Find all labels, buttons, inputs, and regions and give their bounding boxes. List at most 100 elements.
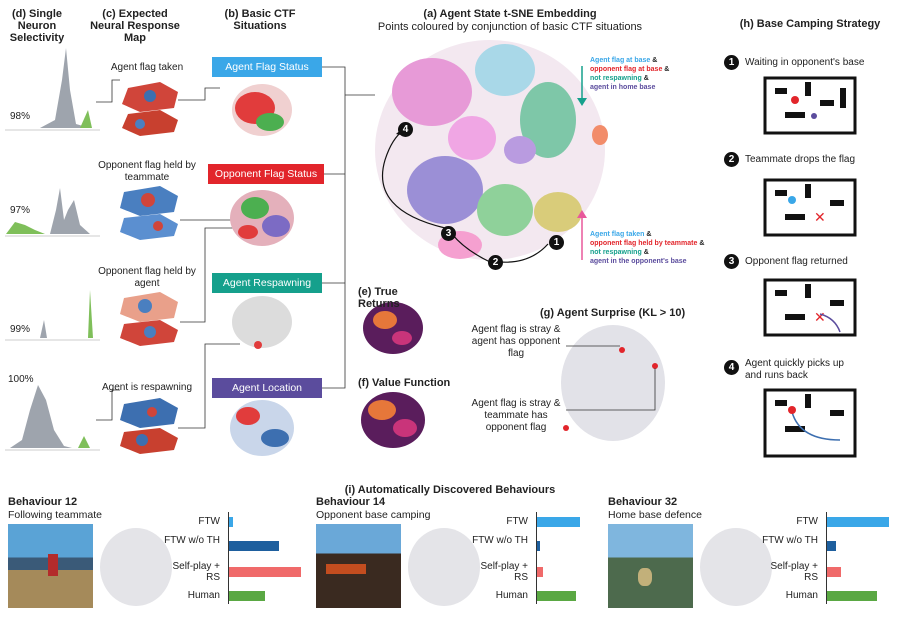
header-f: (f) Value Function <box>358 377 451 389</box>
path-step-4: 4 <box>398 122 413 137</box>
path-step-1: 1 <box>549 235 564 250</box>
neuron-1-percent: 98% <box>10 111 31 122</box>
legend-top-item-2: opponent flag at base & <box>590 66 670 73</box>
behaviour-2-axis <box>536 512 537 604</box>
behaviour-3-bar-label-4: Human <box>785 590 818 601</box>
behaviour-1-frame <box>8 524 93 608</box>
legend-top-item-4: agent in home base <box>590 84 656 91</box>
behaviour-1-bar-2 <box>229 541 279 551</box>
neuron-2-percent: 97% <box>10 205 31 216</box>
neuron-1-label: Agent flag taken <box>110 62 184 73</box>
legend-bottom-item-3: not respawning & <box>590 249 649 256</box>
behaviour-2-bar-3 <box>537 567 543 577</box>
histogram-4 <box>5 385 100 451</box>
surprise-label-1: Agent flag is stray & agent has opponent… <box>471 324 561 359</box>
histogram-3 <box>5 290 100 341</box>
behaviour-3-bar-2 <box>827 541 836 551</box>
legend-bottom-item-1: Agent flag taken & <box>590 231 652 238</box>
behaviour-2-bar-label-2: FTW w/o TH <box>472 535 528 546</box>
behaviour-1-axis <box>228 512 229 604</box>
situation-agent-location: Agent Location <box>212 378 322 398</box>
behaviour-1-bar-label-3: Self-play + RS <box>172 561 220 583</box>
scatter-value-function <box>361 392 425 448</box>
behaviour-panel-3: Behaviour 32 Home base defence <box>600 494 902 622</box>
header-a: (a) Agent State t-SNE Embedding <box>423 8 597 20</box>
camp-step-2-number: 2 <box>724 152 739 167</box>
neuron-4-percent: 100% <box>8 374 34 385</box>
behaviour-3-bar-label-3: Self-play + RS <box>770 561 818 583</box>
scatter-opponent-flag <box>230 190 294 246</box>
neuron-4-label: Agent is respawning <box>101 382 193 393</box>
header-h: (h) Base Camping Strategy <box>739 18 881 30</box>
legend-bottom-item-4: agent in the opponent's base <box>590 258 687 265</box>
behaviour-3-bar-label-2: FTW w/o TH <box>762 535 818 546</box>
legend-bottom: Agent flag taken & opponent flag held by… <box>590 230 715 266</box>
behaviour-2-frame <box>316 524 401 608</box>
response-map-1 <box>122 82 178 136</box>
behaviour-panel-2: Behaviour 14 Opponent base camping <box>308 494 608 622</box>
behaviour-3-bar-4 <box>827 591 877 601</box>
header-a-subtitle: Points coloured by conjunction of basic … <box>377 21 643 33</box>
header-e: (e) True Returns <box>358 286 400 310</box>
behaviour-3-frame <box>608 524 693 608</box>
situation-opponent-flag-status: Opponent Flag Status <box>208 164 324 184</box>
situation-agent-respawning: Agent Respawning <box>212 273 322 293</box>
header-d: (d) Single Neuron Selectivity <box>9 8 65 44</box>
header-g: (g) Agent Surprise (KL > 10) <box>540 307 686 319</box>
camping-map-1 <box>763 76 857 135</box>
behaviour-2-bar-label-1: FTW <box>506 516 528 527</box>
surprise-label-2: Agent flag is stray & teammate has oppon… <box>471 398 561 433</box>
behaviour-1-flag-icon <box>48 554 58 576</box>
header-c: (c) Expected Neural Response Map <box>90 8 180 44</box>
behaviour-2-base-icon <box>326 564 366 574</box>
behaviour-1-scatter <box>100 528 172 606</box>
behaviour-3-bar-label-1: FTW <box>796 516 818 527</box>
behaviour-2-subtitle: Opponent base camping <box>316 509 431 521</box>
legend-top-item-1: Agent flag at base & <box>590 57 658 64</box>
tsne-embedding <box>375 40 608 260</box>
behaviour-1-bar-4 <box>229 591 265 601</box>
behaviour-3-bar-1 <box>827 517 889 527</box>
legend-bottom-item-2: opponent flag held by teammate & <box>590 240 705 247</box>
behaviour-1-title: Behaviour 12 <box>8 496 78 508</box>
behaviour-3-bar-3 <box>827 567 841 577</box>
behaviour-3-scatter <box>700 528 772 606</box>
response-map-3 <box>120 292 178 346</box>
scatter-surprise <box>561 325 665 441</box>
behaviour-1-subtitle: Following teammate <box>8 509 102 521</box>
neuron-2-label: Opponent flag held by teammate <box>98 160 196 183</box>
behaviour-1-bar-3 <box>229 567 301 577</box>
behaviour-2-bar-4 <box>537 591 576 601</box>
camp-step-1-number: 1 <box>724 55 739 70</box>
legend-top: Agent flag at base & opponent flag at ba… <box>590 56 710 92</box>
behaviour-3-subtitle: Home base defence <box>608 509 702 521</box>
behaviour-2-bar-1 <box>537 517 580 527</box>
path-step-2: 2 <box>488 255 503 270</box>
behaviour-2-scatter <box>408 528 480 606</box>
behaviour-1-bar-label-1: FTW <box>198 516 220 527</box>
header-i: (i) Automatically Discovered Behaviours <box>344 484 556 496</box>
behaviour-1-bar-label-4: Human <box>187 590 220 601</box>
behaviour-3-axis <box>826 512 827 604</box>
header-b: (b) Basic CTF Situations <box>224 8 296 32</box>
behaviour-1-bar-1 <box>229 517 233 527</box>
camp-step-4-text: Agent quickly picks up and runs back <box>745 358 844 381</box>
histogram-1 <box>5 48 100 131</box>
behaviour-2-bar-label-4: Human <box>495 590 528 601</box>
svg-text:✕: ✕ <box>814 309 826 325</box>
neuron-3-percent: 99% <box>10 324 31 335</box>
camp-step-4-number: 4 <box>724 360 739 375</box>
scatter-respawning <box>232 296 292 349</box>
diagram-canvas: ✕ ✕ <box>5 40 857 458</box>
scatter-location <box>230 400 294 456</box>
path-step-3: 3 <box>441 226 456 241</box>
svg-text:✕: ✕ <box>814 209 826 225</box>
behaviour-3-title: Behaviour 32 <box>608 496 678 508</box>
camp-step-2-text: Teammate drops the flag <box>745 154 856 165</box>
scatter-agent-flag <box>232 84 292 136</box>
camp-step-3-text: Opponent flag returned <box>745 256 848 267</box>
behaviour-panel-1: Behaviour 12 Following teammate <box>0 494 300 622</box>
response-map-2 <box>120 186 178 240</box>
behaviour-3-agent-icon <box>638 568 652 586</box>
camping-map-3: ✕ <box>763 278 857 337</box>
